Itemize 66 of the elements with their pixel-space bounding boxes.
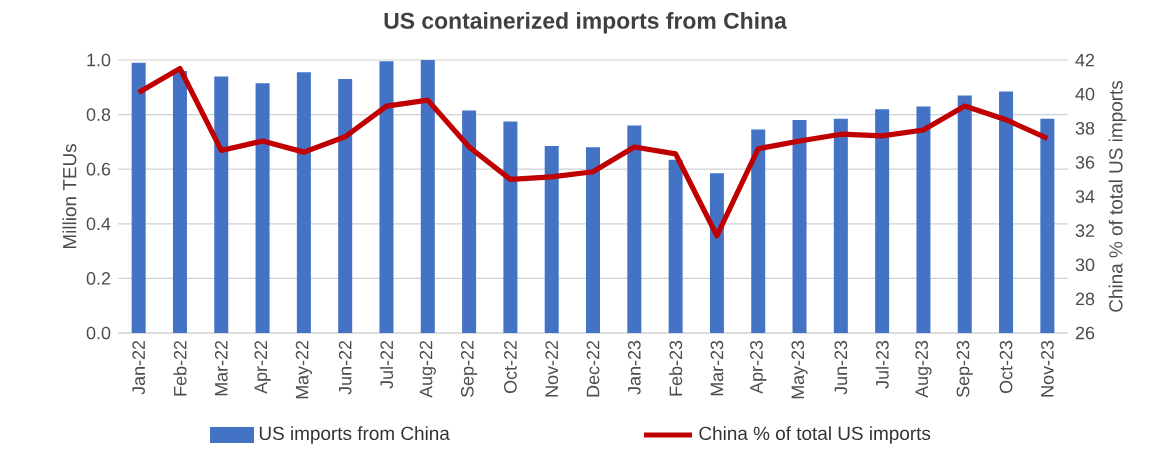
y-tick-label: 0.6 (86, 162, 111, 176)
y-tick-label: 0.0 (86, 326, 111, 340)
bar (1040, 118, 1055, 333)
y2-tick-label: 32 (1075, 224, 1095, 237)
y2-tick-label: 26 (1075, 326, 1095, 340)
bar (751, 129, 766, 333)
bar (586, 147, 601, 333)
y-axis-title: Million TEUs (62, 144, 77, 249)
legend-label: China % of total US imports (699, 426, 931, 444)
x-tick-label: Jan-23 (627, 340, 641, 395)
bar (544, 145, 559, 333)
chart-title: US containerized imports from China (384, 12, 787, 34)
x-tick-label: Nov-23 (1041, 340, 1054, 397)
x-tick-label: Jun-23 (834, 340, 848, 395)
bar (255, 83, 270, 333)
x-tick-label: Aug-23 (915, 340, 932, 398)
bar (462, 110, 477, 333)
x-tick-label: Apr-23 (750, 340, 767, 394)
bar (916, 106, 931, 333)
bar (999, 91, 1014, 333)
y2-tick-label: 42 (1075, 53, 1095, 67)
x-tick-label: May-22 (295, 340, 312, 399)
bar (792, 120, 807, 333)
x-tick-label: Sep-23 (956, 340, 973, 398)
bar (172, 70, 187, 333)
legend-label: US imports from China (259, 426, 450, 444)
y-tick-label: 0.8 (86, 108, 111, 121)
y2-tick-label: 40 (1075, 87, 1095, 101)
x-tick-label: Jul-22 (379, 340, 394, 389)
bar (833, 118, 848, 333)
x-tick-label: Feb-23 (669, 340, 683, 396)
bar (875, 109, 890, 333)
bar (957, 95, 972, 333)
x-tick-label: Nov-22 (545, 340, 559, 397)
y2-tick-label: 38 (1075, 121, 1095, 135)
y2-tick-label: 34 (1075, 190, 1095, 203)
bar (131, 62, 146, 333)
bar (214, 76, 229, 333)
x-tick-label: Mar-23 (710, 340, 724, 396)
y2-tick-label: 36 (1075, 156, 1095, 169)
x-tick-label: Jan-22 (132, 340, 146, 395)
x-tick-label: Sep-22 (460, 340, 478, 398)
x-tick-label: Oct-23 (999, 340, 1013, 394)
bar (420, 60, 435, 333)
bar (627, 125, 642, 333)
x-tick-label: May-23 (791, 340, 808, 399)
y-tick-label: 1.0 (87, 53, 111, 67)
bar (709, 173, 724, 333)
y2-tick-label: 28 (1075, 292, 1095, 306)
x-tick-label: Feb-22 (173, 340, 187, 396)
x-tick-label: Aug-22 (419, 340, 436, 398)
x-tick-label: Jun-22 (338, 340, 352, 395)
y2-axis-title: China % of total US imports (1108, 80, 1127, 312)
x-tick-label: Oct-22 (504, 340, 517, 394)
bar (503, 121, 518, 333)
bar (379, 61, 394, 333)
x-tick-label: Dec-22 (586, 340, 600, 397)
bar (338, 79, 353, 333)
y-tick-label: 0.2 (86, 272, 111, 285)
bar (296, 72, 311, 333)
bar (668, 159, 683, 333)
y2-tick-label: 30 (1075, 258, 1095, 272)
y-tick-label: 0.4 (86, 217, 111, 231)
x-tick-label: Jul-23 (875, 340, 889, 389)
x-tick-label: Apr-22 (254, 340, 271, 394)
x-tick-label: Mar-22 (214, 340, 228, 396)
